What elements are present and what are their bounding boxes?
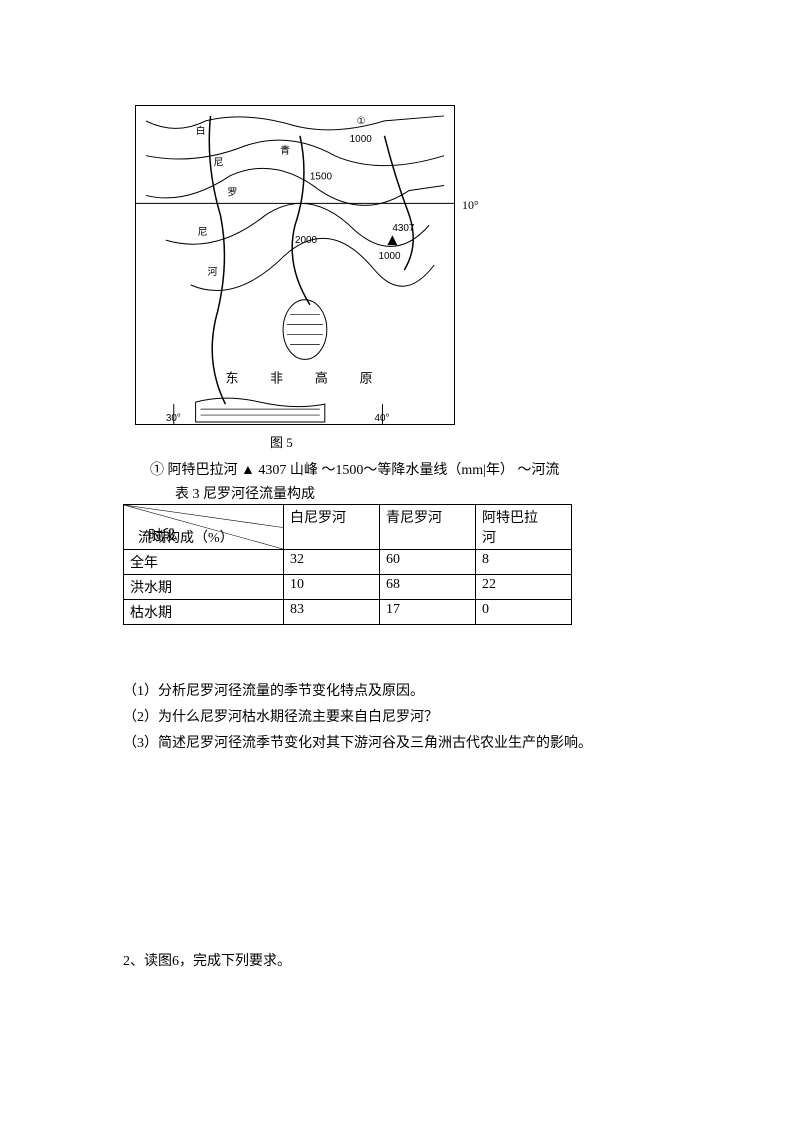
cell: 83 [284,600,380,625]
map-caption: 图 5 [270,432,293,451]
lat-10: 10° [462,198,479,213]
row-label: 洪水期 [124,575,284,600]
page-container: 1000 1500 2000 1000 4307 ① 白 尼 罗 尼 河 青 东… [0,0,800,1132]
col-header-3: 阿特巴拉 河 [476,505,572,550]
bai-char-3: 罗 [227,186,237,198]
cell: 60 [380,550,476,575]
cell: 68 [380,575,476,600]
diagonal-header-cell: 流域构成（%） 时段 [124,505,284,550]
table-row: 全年 32 60 8 [124,550,572,575]
isohyet-1500-label: 1500 [310,172,333,183]
runoff-table: 流域构成（%） 时段 白尼罗河 青尼罗河 阿特巴拉 河 全年 32 60 8 洪… [123,504,572,625]
bai-char-2: 尼 [214,157,224,169]
lon-40: 40° [375,413,390,424]
col-header-2: 青尼罗河 [380,505,476,550]
cell: 17 [380,600,476,625]
highland-3: 高 [315,370,328,385]
peak-value: 4307 [392,223,415,234]
col-header-1: 白尼罗河 [284,505,380,550]
qing-char: 青 [280,144,290,157]
highland-2: 非 [270,370,283,385]
col3-l1: 阿特巴拉 [482,511,538,526]
cell: 32 [284,550,380,575]
table-header-row: 流域构成（%） 时段 白尼罗河 青尼罗河 阿特巴拉 河 [124,505,572,550]
highland-4: 原 [360,370,373,385]
bai-char-4-a: 尼 [198,226,208,238]
cell: 22 [476,575,572,600]
question-1: （1）分析尼罗河径流量的季节变化特点及原因。 [123,680,592,704]
cell: 0 [476,600,572,625]
table-title: 表 3 尼罗河径流量构成 [175,483,315,503]
table-row: 洪水期 10 68 22 [124,575,572,600]
map-svg: 1000 1500 2000 1000 4307 ① 白 尼 罗 尼 河 青 东… [136,106,454,424]
col3-l2: 河 [482,531,496,546]
questions-block: （1）分析尼罗河径流量的季节变化特点及原因。 （2）为什么尼罗河枯水期径流主要来… [123,680,592,757]
diag-label-bottom: 时段 [148,525,176,545]
legend-text: ① 阿特巴拉河 ▲ 4307 山峰 〜1500〜等降水量线（mm|年） 〜河流 [150,460,559,482]
isohyet-1000-right: 1000 [378,251,401,262]
bai-char-5: 河 [208,266,218,278]
row-label: 全年 [124,550,284,575]
bai-char-1: 白 [196,124,206,137]
question-section-2: 2、读图6，完成下列要求。 [123,950,291,970]
isohyet-1000-top: 1000 [350,134,373,145]
row-label: 枯水期 [124,600,284,625]
question-3: （3）简述尼罗河径流季节变化对其下游河谷及三角洲古代农业生产的影响。 [123,732,592,756]
isohyet-2000-label: 2000 [295,235,318,246]
question-2: （2）为什么尼罗河枯水期径流主要来自白尼罗河？ [123,706,592,730]
lon-30: 30° [166,413,181,424]
highland-1: 东 [225,370,238,385]
table-row: 枯水期 83 17 0 [124,600,572,625]
marker-circle-1: ① [357,116,366,127]
cell: 10 [284,575,380,600]
cell: 8 [476,550,572,575]
map-figure: 1000 1500 2000 1000 4307 ① 白 尼 罗 尼 河 青 东… [135,105,455,425]
